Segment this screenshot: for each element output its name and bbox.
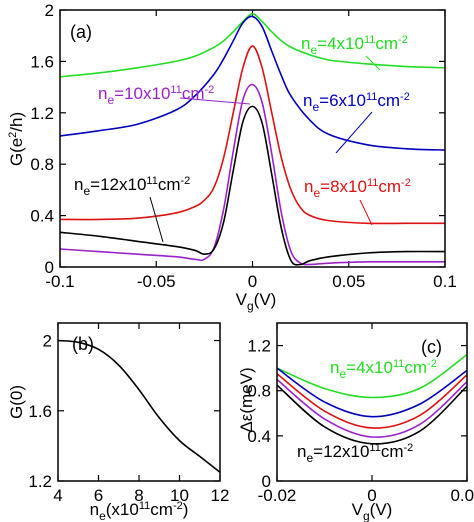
panel-a-annotations: ne=4x1011cm-2 ne=10x1011cm-2 ne=6x1011cm-2…: [74, 34, 411, 243]
panel-b-ytick-label-2: 2: [43, 332, 52, 351]
panel-b-xlabel: ne(x1011cm-2): [90, 500, 189, 522]
panel-c-annotations: ne=4x1011cm-2 ne=12x1011cm-2: [297, 358, 437, 465]
panel-c-series-4: [276, 384, 468, 445]
panel-a-curves: [59, 13, 446, 266]
panel-c-annotation-1: ne=12x1011cm-2: [297, 442, 413, 465]
panel-b-frame: [57, 322, 221, 482]
panel-c-series-0: [276, 353, 468, 399]
panel-a-ytick-label-0: 0: [45, 258, 54, 277]
panel-c-series-1: [276, 367, 468, 418]
panel-a-xtick-label-0: -0.1: [45, 272, 74, 291]
panel-a-annotation-leader-3: [149, 196, 164, 243]
panel-c-series-2: [276, 373, 468, 429]
panel-a-annotation-leader-1: [179, 97, 251, 105]
panel-a-series-0: [59, 13, 446, 78]
panel-a-axes: -0.1 -0.05 0 0.05 0.1 0 0.4 0.8 1.2 1.6 2: [30, 1, 456, 291]
panel-a-annotation-1: ne=10x1011cm-2: [98, 84, 214, 107]
panel-c-ytick-label-3: 1.2: [247, 337, 271, 356]
panel-b-xtick-label-4: 12: [211, 486, 230, 505]
panel-a-annotation-2: ne=6x1011cm-2: [303, 91, 410, 114]
panel-b-ytick-label-0: 1.2: [28, 472, 52, 491]
panel-a-series-3: [59, 83, 445, 266]
panel-c-xtick-label-0: -0.02: [258, 486, 297, 505]
panel-c-curves: [276, 353, 468, 445]
panel-a-annotation-0: ne=4x1011cm-2: [301, 34, 408, 57]
panel-c-series-3: [276, 378, 468, 438]
panel-a-annotation-3: ne=12x1011cm-2: [74, 175, 190, 198]
panel-c-xlabel: Vg(V): [352, 500, 393, 522]
panel-b-xtick-label-2: 8: [134, 486, 143, 505]
panel-c-xtick-label-2: 0.02: [450, 486, 474, 505]
panel-b-axes: 4 6 8 10 12 1.2 1.6 2: [28, 323, 229, 505]
panel-a: (a) -0.1 -0.05 0 0.05 0.1 0 0.4 0.8 1.2 1.6 2 ne=4…: [7, 1, 457, 313]
panel-a-ytick-label-2: 0.8: [30, 155, 54, 174]
panel-a-xlabel: Vg(V): [236, 290, 277, 313]
panel-a-xtick-label-2: 0: [248, 272, 257, 291]
panel-b-xtick-label-3: 10: [170, 486, 189, 505]
panel-a-series-2: [59, 45, 445, 225]
panel-a-xtick-label-1: -0.05: [137, 272, 176, 291]
panel-a-annotation-leader-4: [359, 199, 373, 226]
panel-a-ytick-label-1: 0.4: [30, 207, 54, 226]
panel-b-xtick-label-0: 4: [53, 486, 62, 505]
panel-c-frame: [276, 322, 468, 482]
panel-c-xtick-label-1: 0: [367, 486, 376, 505]
panel-a-ylabel: G(e2/h): [7, 112, 26, 166]
panel-b-ytick-label-1: 1.6: [28, 402, 52, 421]
panel-b-xtick-label-1: 6: [94, 486, 103, 505]
panel-c-ytick-label-1: 0.4: [247, 427, 271, 446]
panel-a-xtick-label-3: 0.05: [332, 272, 365, 291]
panel-c-ytick-label-0: 0: [262, 472, 271, 491]
panel-a-annotation-leader-2: [335, 111, 373, 154]
panel-a-series-4: [59, 105, 446, 266]
panel-a-label: (a): [70, 22, 92, 42]
panel-c-ylabel: Δε(meV): [237, 367, 256, 432]
panel-a-xtick-label-4: 0.1: [433, 272, 457, 291]
panel-b-curves: [57, 339, 221, 473]
panel-c-ytick-label-2: 0.8: [247, 382, 271, 401]
panel-a-ytick-label-5: 2: [45, 1, 54, 20]
panel-a-frame: [59, 9, 446, 268]
panel-b: (b) 4 6 8 10 121.21.62 G(0) ne(x1011cm-2): [7, 322, 229, 522]
panel-b-ylabel: G(0): [7, 385, 26, 419]
panel-b-series-0: [57, 339, 221, 473]
panel-a-series-1: [59, 15, 446, 151]
panel-a-ytick-label-3: 1.2: [30, 104, 54, 123]
panel-c-label: (c): [421, 337, 442, 357]
panel-a-ytick-label-4: 1.6: [30, 52, 54, 71]
panel-a-annotation-4: ne=8x1011cm-2: [304, 177, 411, 200]
panel-a-annotation-leader-0: [365, 55, 381, 71]
panel-c-annotation-0: ne=4x1011cm-2: [330, 358, 437, 381]
